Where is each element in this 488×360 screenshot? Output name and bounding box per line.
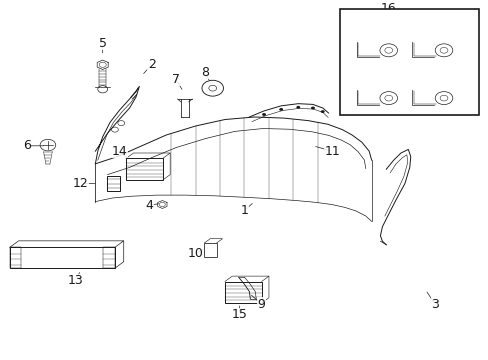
Bar [339, 9, 478, 115]
Text: 13: 13 [68, 274, 83, 287]
Text: 11: 11 [324, 145, 340, 158]
Text: 5: 5 [99, 37, 106, 50]
Text: 4: 4 [145, 199, 153, 212]
Circle shape [279, 108, 283, 111]
Text: 9: 9 [257, 298, 265, 311]
Text: 10: 10 [187, 247, 203, 260]
Circle shape [310, 107, 314, 109]
Text: 12: 12 [73, 177, 88, 190]
Text: 16: 16 [380, 3, 396, 15]
Bar [10, 247, 20, 268]
Bar [224, 282, 261, 303]
Text: 1: 1 [240, 204, 248, 217]
Bar [106, 176, 120, 191]
Bar [126, 158, 163, 180]
Circle shape [296, 106, 300, 109]
Text: 6: 6 [23, 139, 31, 152]
Text: 8: 8 [201, 66, 209, 78]
Text: 3: 3 [430, 298, 438, 311]
Text: 2: 2 [147, 58, 155, 71]
Bar [10, 247, 115, 268]
Bar [204, 243, 216, 257]
Text: 15: 15 [231, 309, 247, 321]
Circle shape [262, 113, 265, 116]
Text: 14: 14 [112, 145, 127, 158]
Text: 7: 7 [172, 73, 180, 86]
Circle shape [320, 110, 324, 113]
Bar [102, 247, 115, 268]
